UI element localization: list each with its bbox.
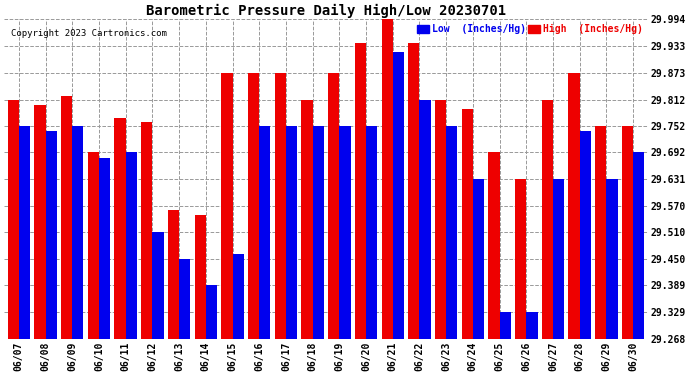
Bar — [126, 152, 137, 339]
Bar — [141, 122, 152, 339]
Bar — [622, 126, 633, 339]
Bar — [302, 99, 313, 339]
Bar — [526, 312, 538, 339]
Bar — [168, 210, 179, 339]
Bar — [286, 126, 297, 339]
Bar — [115, 118, 126, 339]
Bar — [221, 73, 233, 339]
Bar — [195, 215, 206, 339]
Bar — [99, 158, 110, 339]
Bar — [542, 99, 553, 339]
Bar — [393, 52, 404, 339]
Bar — [328, 73, 339, 339]
Bar — [61, 96, 72, 339]
Bar — [179, 259, 190, 339]
Bar — [515, 179, 526, 339]
Bar — [88, 152, 99, 339]
Bar — [259, 126, 270, 339]
Bar — [72, 126, 83, 339]
Bar — [46, 131, 57, 339]
Bar — [633, 152, 644, 339]
Bar — [248, 73, 259, 339]
Bar — [473, 179, 484, 339]
Bar — [355, 43, 366, 339]
Legend: Low  (Inches/Hg), High  (Inches/Hg): Low (Inches/Hg), High (Inches/Hg) — [417, 24, 643, 34]
Bar — [435, 99, 446, 339]
Bar — [500, 312, 511, 339]
Bar — [607, 179, 618, 339]
Bar — [580, 131, 591, 339]
Bar — [408, 43, 420, 339]
Bar — [34, 105, 46, 339]
Bar — [382, 20, 393, 339]
Bar — [446, 126, 457, 339]
Bar — [462, 109, 473, 339]
Bar — [339, 126, 351, 339]
Bar — [275, 73, 286, 339]
Bar — [420, 99, 431, 339]
Title: Barometric Pressure Daily High/Low 20230701: Barometric Pressure Daily High/Low 20230… — [146, 4, 506, 18]
Bar — [152, 232, 164, 339]
Bar — [553, 179, 564, 339]
Bar — [233, 254, 244, 339]
Bar — [489, 152, 500, 339]
Bar — [366, 126, 377, 339]
Bar — [19, 126, 30, 339]
Text: Copyright 2023 Cartronics.com: Copyright 2023 Cartronics.com — [10, 29, 166, 38]
Bar — [595, 126, 607, 339]
Bar — [8, 99, 19, 339]
Bar — [313, 126, 324, 339]
Bar — [569, 73, 580, 339]
Bar — [206, 285, 217, 339]
